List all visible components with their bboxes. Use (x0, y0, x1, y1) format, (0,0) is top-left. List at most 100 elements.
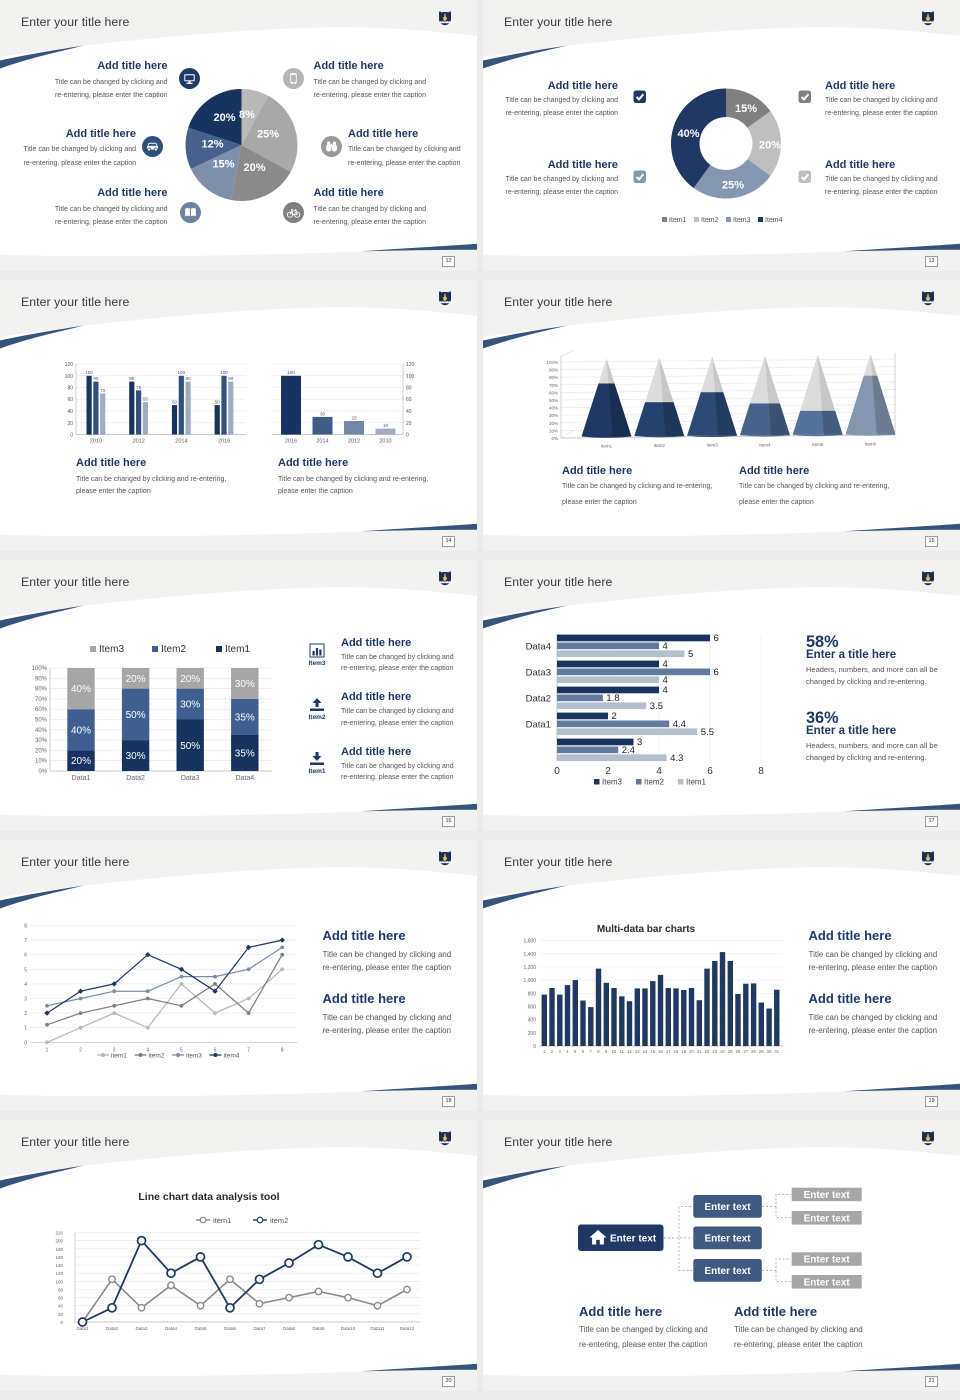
svg-text:Item2: Item2 (644, 778, 665, 787)
svg-text:7: 7 (590, 1049, 593, 1054)
svg-text:3: 3 (637, 737, 642, 748)
svg-text:10: 10 (612, 1049, 617, 1054)
svg-text:200: 200 (528, 1031, 537, 1037)
svg-text:Enter text: Enter text (704, 1234, 751, 1245)
svg-text:Enter text: Enter text (804, 1277, 851, 1288)
svg-text:3: 3 (559, 1049, 562, 1054)
svg-text:item1: item1 (111, 1053, 127, 1060)
svg-text:6: 6 (582, 1049, 585, 1054)
svg-text:0: 0 (533, 1044, 536, 1050)
svg-text:7: 7 (24, 938, 27, 944)
svg-text:18: 18 (674, 1049, 679, 1054)
svg-text:25: 25 (728, 1049, 733, 1054)
svg-text:28: 28 (751, 1049, 756, 1054)
svg-text:Data6: Data6 (224, 1326, 237, 1331)
svg-text:2010: 2010 (90, 439, 102, 445)
svg-text:4: 4 (663, 641, 668, 652)
svg-text:15%: 15% (735, 103, 757, 115)
svg-text:5.5: 5.5 (701, 727, 714, 738)
svg-text:23: 23 (712, 1049, 717, 1054)
svg-text:10%: 10% (35, 759, 48, 765)
svg-text:8%: 8% (239, 109, 255, 121)
svg-text:4: 4 (663, 685, 668, 696)
svg-text:5: 5 (24, 967, 27, 973)
svg-text:30: 30 (767, 1049, 772, 1054)
svg-text:8: 8 (597, 1049, 600, 1054)
svg-text:2010: 2010 (379, 439, 391, 445)
svg-text:20: 20 (67, 421, 73, 427)
svg-text:Item1: Item1 (686, 778, 707, 787)
svg-text:55: 55 (143, 397, 149, 402)
svg-text:4: 4 (656, 766, 662, 777)
svg-text:Data10: Data10 (341, 1326, 356, 1331)
svg-text:8: 8 (758, 766, 764, 777)
svg-text:2: 2 (79, 1047, 82, 1053)
svg-text:Data2: Data2 (106, 1326, 119, 1331)
svg-text:90: 90 (228, 376, 234, 381)
svg-text:29: 29 (759, 1049, 764, 1054)
svg-text:1: 1 (543, 1049, 546, 1054)
svg-text:60: 60 (406, 397, 412, 403)
svg-text:20%: 20% (213, 112, 235, 124)
svg-text:Enter text: Enter text (704, 1266, 751, 1277)
svg-text:Multi-data bar charts: Multi-data bar charts (597, 924, 696, 935)
svg-text:75: 75 (136, 385, 142, 390)
svg-text:50%: 50% (549, 398, 558, 403)
svg-text:Item4: Item4 (765, 217, 783, 224)
svg-text:4: 4 (566, 1049, 569, 1054)
svg-text:2.4: 2.4 (622, 745, 635, 756)
svg-text:90: 90 (129, 376, 135, 381)
svg-text:1,400: 1,400 (523, 952, 536, 958)
svg-text:item2: item2 (149, 1053, 165, 1060)
svg-text:Item6: Item6 (865, 442, 877, 447)
svg-text:70: 70 (100, 388, 106, 393)
svg-text:30: 30 (320, 411, 326, 416)
svg-text:7: 7 (247, 1047, 250, 1053)
svg-text:50%: 50% (126, 710, 146, 721)
svg-text:40: 40 (67, 409, 73, 415)
svg-text:100: 100 (177, 370, 185, 375)
svg-text:30%: 30% (126, 751, 146, 762)
svg-text:6: 6 (214, 1047, 217, 1053)
svg-text:20%: 20% (759, 140, 781, 152)
svg-text:Data1: Data1 (72, 775, 91, 782)
svg-text:2016: 2016 (285, 439, 297, 445)
svg-text:3: 3 (24, 997, 27, 1003)
svg-text:13: 13 (635, 1049, 640, 1054)
svg-text:8: 8 (281, 1047, 284, 1053)
svg-text:90%: 90% (549, 368, 558, 373)
svg-text:800: 800 (528, 991, 537, 997)
svg-text:item3: item3 (186, 1053, 202, 1060)
svg-text:90%: 90% (35, 676, 48, 682)
svg-text:400: 400 (528, 1018, 537, 1024)
svg-text:Enter text: Enter text (704, 1202, 751, 1213)
svg-text:60%: 60% (549, 390, 558, 395)
svg-text:15%: 15% (212, 159, 234, 171)
svg-text:40%: 40% (549, 406, 558, 411)
svg-text:0: 0 (406, 433, 409, 439)
svg-text:80%: 80% (549, 375, 558, 380)
svg-text:0%: 0% (551, 436, 558, 441)
svg-text:0: 0 (24, 1040, 27, 1046)
svg-text:100: 100 (220, 370, 228, 375)
svg-text:Data2: Data2 (526, 694, 551, 705)
svg-text:Item3: Item3 (602, 778, 623, 787)
svg-text:35%: 35% (235, 749, 255, 760)
svg-text:70%: 70% (35, 697, 48, 703)
svg-text:16: 16 (658, 1049, 663, 1054)
svg-text:Item4: Item4 (759, 442, 771, 447)
svg-text:100%: 100% (32, 666, 48, 672)
svg-text:180: 180 (55, 1247, 63, 1252)
svg-text:1.8: 1.8 (606, 693, 619, 704)
svg-text:30%: 30% (35, 738, 48, 744)
svg-text:Item1: Item1 (669, 217, 687, 224)
svg-text:35%: 35% (235, 712, 255, 723)
svg-text:100: 100 (55, 1279, 63, 1284)
svg-text:0: 0 (70, 433, 73, 439)
svg-text:Data8: Data8 (283, 1326, 296, 1331)
svg-text:4.4: 4.4 (673, 719, 686, 730)
svg-text:Data1: Data1 (76, 1326, 89, 1331)
svg-text:6: 6 (714, 633, 719, 644)
svg-text:Data1: Data1 (526, 720, 551, 731)
svg-text:4: 4 (663, 659, 668, 670)
